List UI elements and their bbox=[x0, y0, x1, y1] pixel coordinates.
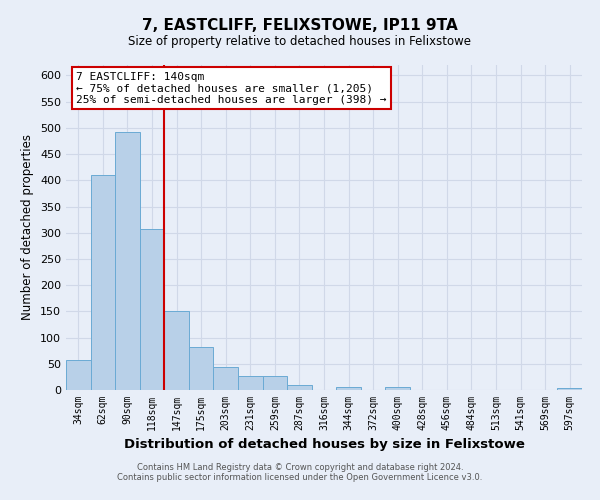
Bar bbox=[287, 385, 312, 390]
Text: 7, EASTCLIFF, FELIXSTOWE, IP11 9TA: 7, EASTCLIFF, FELIXSTOWE, IP11 9TA bbox=[142, 18, 458, 32]
Bar bbox=[66, 360, 91, 390]
Text: Size of property relative to detached houses in Felixstowe: Size of property relative to detached ho… bbox=[128, 35, 472, 48]
Bar bbox=[140, 229, 164, 390]
Bar bbox=[189, 347, 214, 390]
Bar bbox=[385, 388, 410, 390]
Bar bbox=[91, 175, 115, 390]
Bar bbox=[336, 388, 361, 390]
Bar bbox=[164, 312, 189, 390]
Bar bbox=[557, 388, 582, 390]
Text: Contains public sector information licensed under the Open Government Licence v3: Contains public sector information licen… bbox=[118, 474, 482, 482]
Bar bbox=[238, 376, 263, 390]
Text: 7 EASTCLIFF: 140sqm
← 75% of detached houses are smaller (1,205)
25% of semi-det: 7 EASTCLIFF: 140sqm ← 75% of detached ho… bbox=[76, 72, 387, 104]
Text: Contains HM Land Registry data © Crown copyright and database right 2024.: Contains HM Land Registry data © Crown c… bbox=[137, 464, 463, 472]
Bar bbox=[115, 132, 140, 390]
Y-axis label: Number of detached properties: Number of detached properties bbox=[22, 134, 34, 320]
Bar bbox=[263, 376, 287, 390]
X-axis label: Distribution of detached houses by size in Felixstowe: Distribution of detached houses by size … bbox=[124, 438, 524, 452]
Bar bbox=[214, 367, 238, 390]
